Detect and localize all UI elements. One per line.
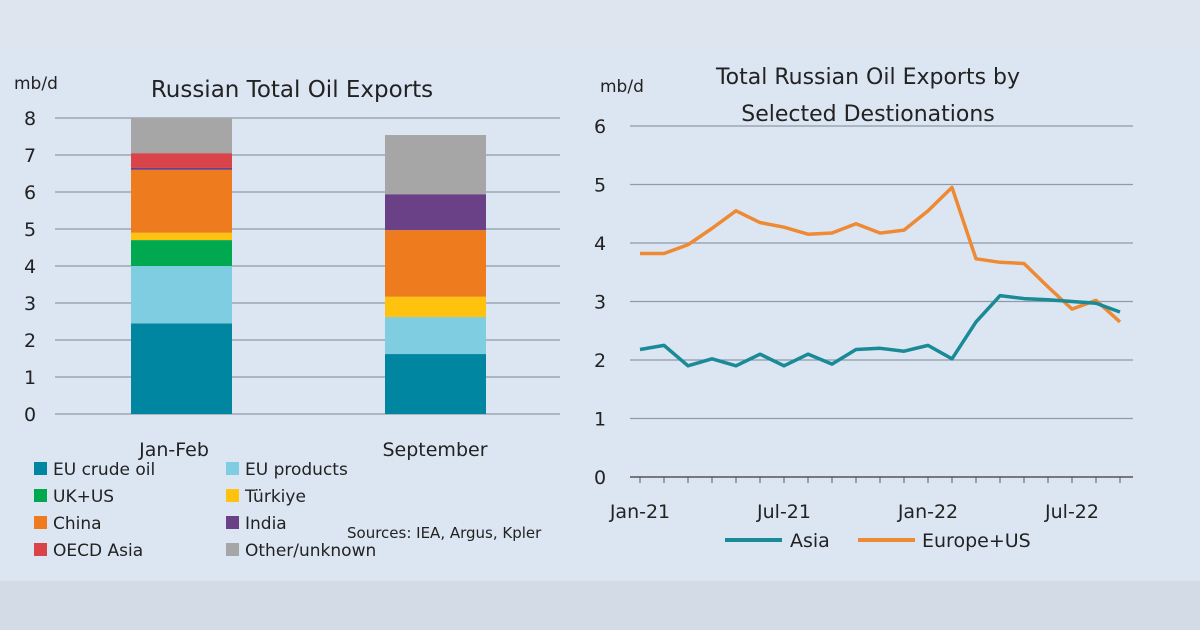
legend-label: OECD Asia <box>53 541 143 561</box>
line-chart: mb/d Total Russian Oil Exports by Select… <box>594 65 1133 552</box>
y-tick-label: 0 <box>594 467 606 489</box>
source-note: Sources: IEA, Argus, Kpler <box>347 524 542 542</box>
y-tick-label: 0 <box>24 404 36 426</box>
bar-segment <box>131 118 232 154</box>
y-tick-label: 1 <box>24 367 36 389</box>
legend-swatch <box>34 516 47 529</box>
bar-segment <box>385 317 486 355</box>
legend-swatch <box>226 462 239 475</box>
series-line-asia <box>639 293 1121 368</box>
x-tick-label: Jan-22 <box>897 501 958 523</box>
y-tick-label: 3 <box>24 293 36 315</box>
bar-segment <box>131 266 232 324</box>
y-tick-label: 6 <box>594 116 606 138</box>
legend-label: EU products <box>245 460 348 480</box>
bar-segment <box>385 296 486 318</box>
bar-chart: mb/d Russian Total Oil Exports 0 1 2 3 4 5 6 7 8… <box>14 74 560 561</box>
y-tick-label: 4 <box>24 256 36 278</box>
y-tick-label: 6 <box>24 182 36 204</box>
legend-label: India <box>245 514 287 534</box>
legend-swatch <box>226 516 239 529</box>
legend-label: China <box>53 514 102 534</box>
x-label-september: September <box>382 439 487 461</box>
legend-label: Türkiye <box>244 487 306 507</box>
bar-segment <box>131 323 232 414</box>
y-tick-label: 5 <box>24 219 36 241</box>
bottom-band <box>0 581 1200 630</box>
y-tick-label: 4 <box>594 233 606 255</box>
legend-label-asia: Asia <box>790 530 830 552</box>
legend-swatch <box>226 543 239 556</box>
legend-swatch <box>226 489 239 502</box>
legend-label: UK+US <box>53 487 114 507</box>
left-y-unit: mb/d <box>14 74 58 94</box>
legend-label: EU crude oil <box>53 460 155 480</box>
right-title-line-2: Selected Destionations <box>741 102 995 127</box>
top-band <box>0 0 1200 48</box>
y-tick-label: 1 <box>594 409 606 431</box>
bar-segment <box>385 230 486 297</box>
legend-label-europe-us: Europe+US <box>922 530 1031 552</box>
y-tick-label: 3 <box>594 292 606 314</box>
bar-segment <box>385 135 486 195</box>
bar-segment <box>131 153 232 168</box>
x-tick-label: Jan-21 <box>609 501 670 523</box>
legend-label: Other/unknown <box>245 541 376 561</box>
line-legend: Asia Europe+US <box>725 530 1031 552</box>
legend-swatch <box>34 462 47 475</box>
bar-segment <box>131 169 232 233</box>
legend-swatch <box>34 543 47 556</box>
series-line-europe-us <box>640 185 1122 324</box>
right-y-unit: mb/d <box>600 77 644 97</box>
y-tick-label: 7 <box>24 145 36 167</box>
legend-swatch <box>34 489 47 502</box>
bar-segment <box>385 194 486 231</box>
x-tick-label: Jul-22 <box>1044 501 1099 523</box>
bar-segment <box>131 232 232 241</box>
bar-legend: EU crude oil EU products UK+US Türkiye China… <box>34 460 376 561</box>
y-tick-label: 8 <box>24 108 36 130</box>
y-tick-label: 5 <box>594 175 606 197</box>
y-tick-label: 2 <box>24 330 36 352</box>
left-title: Russian Total Oil Exports <box>151 77 433 103</box>
bar-segment <box>385 354 486 414</box>
bar-segment <box>131 167 232 170</box>
x-tick-label: Jul-21 <box>756 501 811 523</box>
right-title-line-1: Total Russian Oil Exports by <box>715 65 1020 90</box>
x-label-jan-feb: Jan-Feb <box>138 439 209 461</box>
bar-segment <box>131 240 232 266</box>
y-tick-label: 2 <box>594 350 606 372</box>
